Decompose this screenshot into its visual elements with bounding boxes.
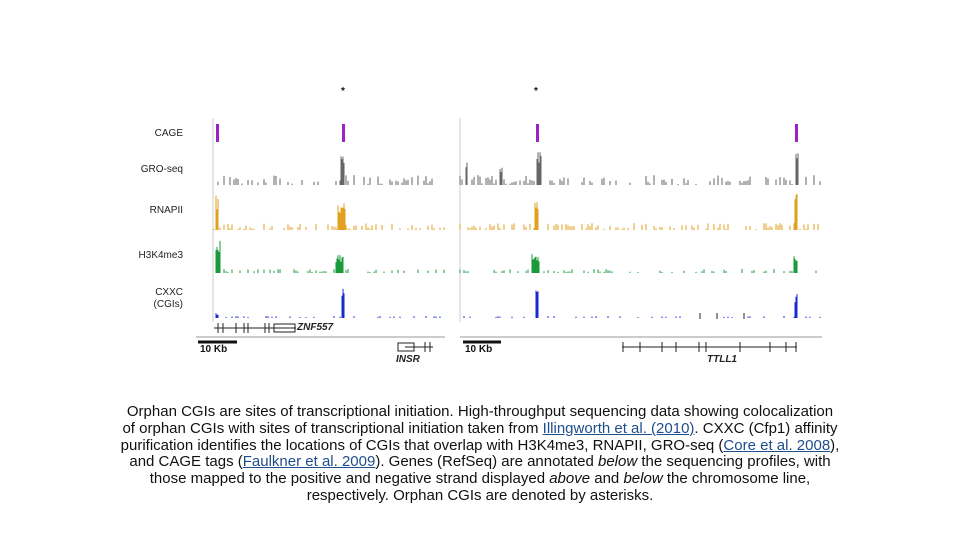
caption-emphasis-below: below bbox=[597, 453, 638, 471]
gene-label-znf557: ZNF557 bbox=[297, 322, 334, 333]
gene-label-ttll1: TTLL1 bbox=[707, 354, 737, 365]
h3k4me3-track bbox=[215, 240, 817, 273]
citation-link-illingworth[interactable]: Illingworth et al. (2010) bbox=[542, 419, 695, 437]
scale-label-right: 10 Kb bbox=[465, 344, 493, 355]
orphan-cgi-asterisk-right: * bbox=[534, 86, 538, 97]
track-label-groseq: GRO-seq bbox=[140, 164, 183, 175]
caption-text-2: . CXXC (Cfp1) affinity purification iden… bbox=[120, 419, 838, 454]
cxxc-track bbox=[215, 288, 821, 318]
citation-link-core[interactable]: Core et al. 2008 bbox=[723, 436, 831, 454]
track-label-rnapii: RNAPII bbox=[149, 205, 183, 216]
tracks-plot bbox=[196, 118, 822, 352]
caption-text-7: the chromosome line, respectively. Orpha… bbox=[306, 470, 811, 504]
genome-browser-figure: * * CAGE GRO-seq RNAPII H3K4me3 CXXC (CG… bbox=[138, 86, 822, 365]
scale-label-left: 10 Kb bbox=[200, 344, 228, 355]
track-label-h3k4me3: H3K4me3 bbox=[138, 250, 183, 261]
gene-label-insr: INSR bbox=[396, 354, 420, 365]
track-label-cage: CAGE bbox=[154, 128, 183, 139]
caption-text-1: Orphan CGIs are sites of transcriptional… bbox=[122, 403, 834, 437]
caption-emphasis-above: above bbox=[549, 470, 591, 488]
caption-text-5: the sequencing profiles, with those mapp… bbox=[149, 453, 831, 488]
caption-text-4: ). Genes (RefSeq) are annotated bbox=[375, 453, 598, 471]
gene-insr-model bbox=[397, 342, 433, 352]
rnapii-track bbox=[213, 193, 819, 230]
orphan-cgi-asterisk-left: * bbox=[341, 86, 345, 97]
cage-track bbox=[216, 124, 798, 142]
gene-ttll1-model bbox=[622, 342, 797, 352]
figure-caption: Orphan CGIs are sites of transcriptional… bbox=[120, 403, 840, 505]
groseq-track bbox=[217, 152, 821, 185]
citation-link-faulkner[interactable]: Faulkner et al. 2009 bbox=[242, 453, 376, 471]
track-label-cxxc: CXXC (CGIs) bbox=[153, 287, 183, 310]
caption-text-3: ), and CAGE tags ( bbox=[129, 436, 840, 471]
caption-text-6: and bbox=[590, 470, 624, 488]
gene-znf557-model bbox=[214, 323, 296, 333]
caption-emphasis-below-2: below bbox=[623, 470, 663, 488]
